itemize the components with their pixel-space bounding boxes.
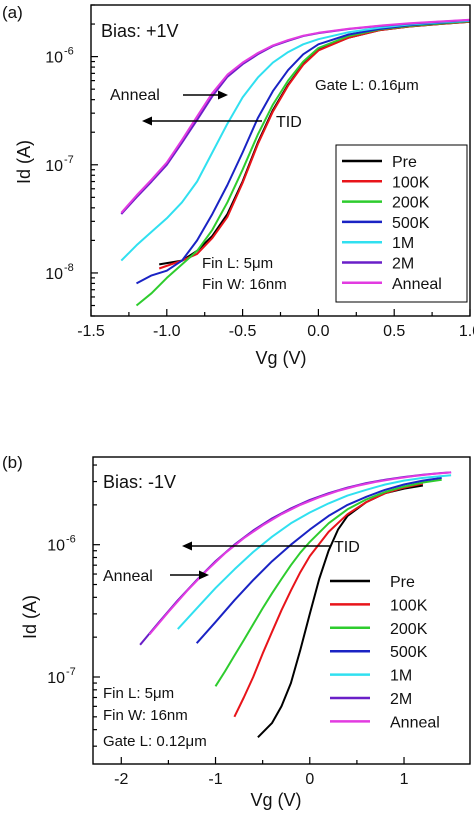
x-tick-label: -0.5 xyxy=(229,323,257,340)
panel-b-label: (b) xyxy=(2,453,23,472)
panel-a-anneal-annotation: Anneal xyxy=(110,87,160,104)
panel-a-gate-length-label: Gate L: 0.16μm xyxy=(315,77,419,94)
panel-b-tid-arrowhead xyxy=(182,541,192,551)
panel-a-x-axis-label: Vg (V) xyxy=(255,348,306,368)
legend-label-2m: 2M xyxy=(392,256,414,273)
y-tick-label-base: 10 xyxy=(47,670,65,687)
legend-label-pre: Pre xyxy=(392,154,417,171)
legend-label-100k: 100K xyxy=(390,597,428,614)
x-tick-label: 0.0 xyxy=(307,323,329,340)
panel-a-fin-length-label: Fin L: 5μm xyxy=(202,255,273,272)
x-tick-label: 0 xyxy=(305,771,314,788)
legend-label-200k: 200K xyxy=(390,621,428,638)
panel-b: (b) Id (A) Vg (V) -2 -1 0 1 10-710-6 Pre100… xyxy=(2,453,471,810)
legend-label-500k: 500K xyxy=(390,644,428,661)
legend-label-100k: 100K xyxy=(392,174,430,191)
legend-label-500k: 500K xyxy=(392,215,430,232)
y-tick-label-exponent: -6 xyxy=(64,46,74,58)
y-tick-label-base: 10 xyxy=(45,50,63,67)
y-tick-label-exponent: -7 xyxy=(66,666,76,678)
panel-b-x-ticks: -2 -1 0 1 xyxy=(114,757,409,788)
panel-b-legend: Pre 100K 200K 500K 1M 2M Anneal xyxy=(330,574,440,731)
legend-label-200k: 200K xyxy=(392,195,430,212)
panel-a-anneal-arrowhead xyxy=(218,90,228,100)
x-tick-label: 0.5 xyxy=(383,323,405,340)
y-tick-label-exponent: -8 xyxy=(64,262,74,274)
x-tick-label: 1 xyxy=(400,771,409,788)
legend-label-1m: 1M xyxy=(392,235,414,252)
x-tick-label: -1.0 xyxy=(153,323,181,340)
panel-a-x-ticks: -1.5 -1.0 -0.5 0.0 0.5 1.0 xyxy=(77,309,474,340)
panel-a-plot-frame xyxy=(90,4,471,317)
legend-label-anneal: Anneal xyxy=(390,714,440,731)
y-tick-label-base: 10 xyxy=(45,266,63,283)
panel-a-bias-label: Bias: +1V xyxy=(101,21,179,41)
series-line-500k xyxy=(195,476,442,644)
panel-b-tid-annotation: TID xyxy=(334,539,360,556)
panel-a-series xyxy=(120,18,471,307)
panel-a-tid-annotation: TID xyxy=(276,114,302,131)
legend-label-pre: Pre xyxy=(390,574,415,591)
legend-label-anneal: Anneal xyxy=(392,276,442,293)
series-line-200k xyxy=(214,478,442,687)
panel-b-gate-length-label: Gate L: 0.12μm xyxy=(103,733,207,750)
panel-b-anneal-arrowhead xyxy=(199,570,209,580)
panel-a-y-axis-label: Id (A) xyxy=(14,140,34,184)
panel-b-x-axis-label: Vg (V) xyxy=(250,790,301,810)
series-line-500k xyxy=(136,19,471,285)
panel-a-tid-arrowhead xyxy=(142,116,152,126)
series-line-100k xyxy=(233,482,424,718)
y-tick-label-base: 10 xyxy=(47,538,65,555)
panel-a-legend: Pre 100K 200K 500K 1M 2M Anneal xyxy=(342,154,442,293)
series-line-1m xyxy=(177,474,452,630)
panel-a-label: (a) xyxy=(2,3,23,22)
panel-b-y-ticks: 10-710-6 xyxy=(47,464,100,747)
x-tick-label: -2 xyxy=(114,771,128,788)
panel-a-y-ticks: 10-810-710-6 xyxy=(45,4,98,317)
panel-b-fin-width-label: Fin W: 16nm xyxy=(103,707,188,724)
x-tick-label: -1 xyxy=(208,771,222,788)
panel-b-bias-label: Bias: -1V xyxy=(103,472,176,492)
panel-b-anneal-annotation: Anneal xyxy=(103,568,153,585)
series-line-anneal xyxy=(120,18,471,214)
legend-label-2m: 2M xyxy=(390,691,412,708)
y-tick-label-exponent: -6 xyxy=(66,534,76,546)
legend-label-1m: 1M xyxy=(390,668,412,685)
panel-b-fin-length-label: Fin L: 5μm xyxy=(103,685,174,702)
y-tick-label-base: 10 xyxy=(45,158,63,175)
y-tick-label-exponent: -7 xyxy=(64,154,74,166)
panel-b-y-axis-label: Id (A) xyxy=(20,595,40,639)
panel-a-fin-width-label: Fin W: 16nm xyxy=(202,276,287,293)
x-tick-label: -1.5 xyxy=(77,323,105,340)
x-tick-label: 1.0 xyxy=(459,323,474,340)
panel-b-plot-frame xyxy=(92,456,471,765)
series-line-1m xyxy=(120,19,471,262)
panel-a: (a) Id (A) Vg (V) -1.5-1.0-0.50.00.51.0 … xyxy=(2,3,474,368)
panel-a-legend-box xyxy=(335,144,468,303)
